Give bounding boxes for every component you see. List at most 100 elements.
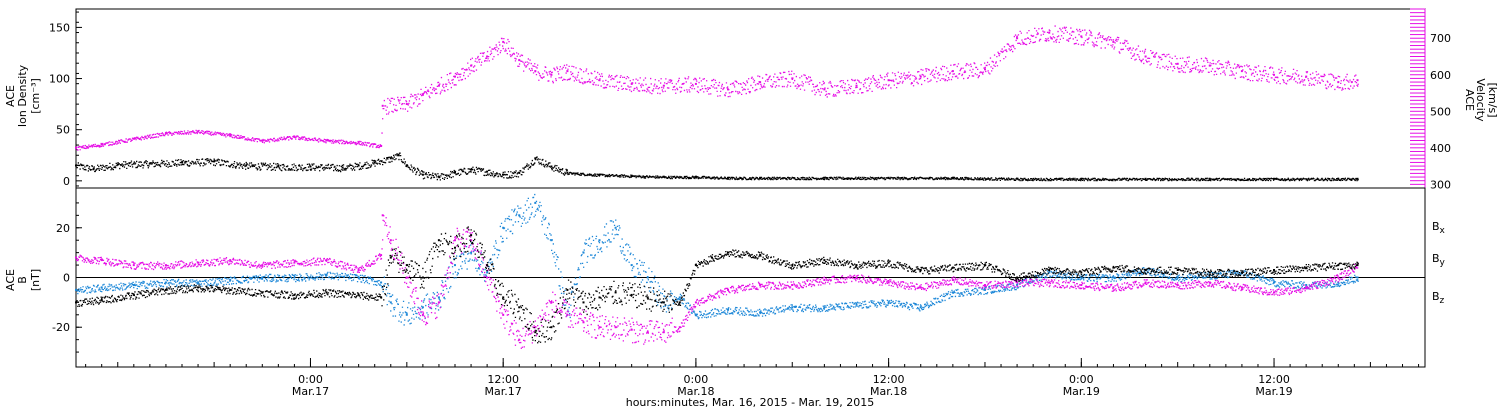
bz-series-trace (76, 215, 1359, 349)
velocity-series-point (887, 79, 890, 82)
velocity-series-point (823, 88, 826, 91)
bottom-left-tick-label: -20 (52, 321, 70, 334)
top-right-ylabel-line-2: Velocity (1474, 78, 1487, 122)
top-ylabel-line-1: ACE (4, 85, 17, 107)
top-left-tick-label: 150 (49, 21, 70, 34)
bz-series-point (381, 214, 384, 217)
bz-series-point (1208, 281, 1211, 284)
ion-density-series-point (566, 171, 569, 174)
bx-series-point (566, 288, 569, 291)
bz-series-point (582, 321, 585, 324)
ion-density-series-point (1144, 177, 1147, 180)
top-ylabel-line-3: [cm⁻³] (29, 78, 42, 114)
by-series-point (1080, 276, 1083, 279)
by-series-point (486, 271, 489, 274)
bz-series-point (1144, 281, 1147, 284)
x-tick-date: Mar.19 (1063, 385, 1100, 398)
bz-series-point (1016, 281, 1019, 284)
bz-series-point (229, 259, 232, 262)
bz-series-point (357, 269, 360, 271)
by-series-point (454, 264, 456, 267)
by-series-point (470, 251, 473, 254)
bz-series-point (470, 239, 473, 242)
bz-series-point (100, 259, 103, 262)
bz-series-point (823, 279, 826, 281)
x-tick-time: 0:00 (1069, 373, 1094, 386)
legend-by: By (1432, 252, 1446, 268)
by-series-point (1016, 284, 1019, 286)
bx-series-point (678, 301, 681, 304)
bx-series-point (919, 269, 922, 271)
bz-series-point (261, 264, 264, 267)
ion-density-series-point (421, 173, 424, 176)
bz-series-point (132, 264, 135, 267)
bz-series-point (197, 261, 200, 264)
ion-density-series-point (405, 164, 408, 167)
by-series-point (357, 276, 360, 279)
bz-series (75, 214, 1359, 349)
ion-density-series-point (454, 171, 456, 174)
bx-series-point (1144, 269, 1147, 271)
bz-series-point (325, 259, 328, 262)
bx-series-point (1356, 264, 1359, 267)
bx-series-point (534, 331, 537, 334)
bx-series-point (75, 301, 77, 304)
bz-series-point (454, 239, 456, 242)
velocity-series-point (550, 73, 553, 76)
by-series-point (550, 239, 553, 242)
bx-series-point (454, 246, 456, 249)
bx-series-point (791, 264, 794, 267)
legend-bx: Bx (1432, 220, 1446, 236)
velocity-series-trace (76, 25, 1359, 151)
velocity-series-point (75, 146, 77, 149)
x-tick-time: 0:00 (298, 373, 323, 386)
bottom-ylabel-line-3: [nT] (29, 269, 42, 291)
ion-density-series-point (727, 176, 729, 179)
velocity-series-point (381, 104, 384, 107)
by-series-point (646, 276, 649, 279)
ion-density-series (75, 152, 1359, 182)
bz-series-point (598, 326, 601, 329)
velocity-series-point (518, 59, 521, 62)
by-series-point (518, 214, 521, 217)
bx-series-point (1048, 269, 1051, 271)
by-series-point (1305, 284, 1308, 286)
ion-density-series-point (373, 161, 376, 164)
velocity-series-point (694, 82, 697, 85)
top-right-tick-label: 700 (1430, 32, 1451, 45)
by-series-point (855, 303, 858, 306)
velocity-series-point (229, 134, 232, 136)
velocity-series-point (727, 88, 729, 91)
bx-series-point (357, 293, 360, 296)
velocity-series-point (984, 68, 986, 71)
by-series-point (951, 291, 954, 294)
top-right-tick-label: 600 (1430, 69, 1451, 82)
bx-series-trace (76, 226, 1359, 344)
ion-density-series-trace (76, 152, 1359, 182)
bx-series-point (984, 264, 986, 267)
bz-series-point (646, 331, 649, 334)
bz-series-point (164, 264, 167, 267)
ion-density-series-point (1208, 177, 1211, 180)
bx-series-point (614, 291, 617, 294)
velocity-series-point (1240, 70, 1243, 73)
by-series-point (1176, 276, 1179, 279)
velocity-series-point (919, 75, 922, 78)
by-series-point (389, 301, 392, 304)
bx-series-point (823, 259, 826, 262)
bz-series-point (380, 254, 383, 257)
bx-series-point (598, 296, 601, 299)
velocity-series-point (1080, 35, 1083, 38)
bx-series-point (1176, 269, 1179, 271)
x-tick-date: Mar.18 (870, 385, 907, 398)
legend-bz: Bz (1432, 290, 1445, 306)
x-tick-time: 12:00 (487, 373, 519, 386)
by-series-point (1112, 276, 1115, 279)
by-series-point (727, 308, 729, 311)
top-right-tick-label: 400 (1430, 142, 1451, 155)
ion-density-series-point (245, 164, 248, 167)
bz-series-point (984, 284, 986, 286)
bz-series-point (759, 284, 762, 286)
top-right-tick-label: 500 (1430, 105, 1451, 118)
bx-series-point (197, 286, 200, 289)
